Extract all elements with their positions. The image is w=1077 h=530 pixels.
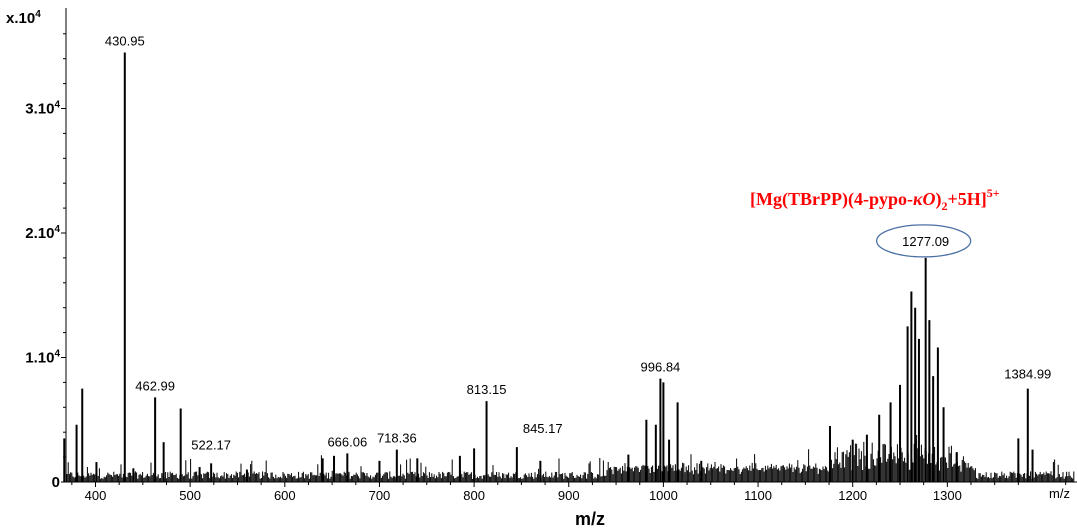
peak-label: 666.06 [327, 434, 367, 449]
peak-highlight-ellipse [876, 224, 972, 258]
y-tick-label: 3.104 [25, 100, 60, 118]
ion-annotation: [Mg(TBrPP)(4-pypo-κO)2+5H]5+ [750, 186, 1000, 213]
x-tick-label: 1100 [744, 488, 772, 503]
x-tick-label: 1300 [933, 488, 962, 503]
ion-annotation-superscript: 5+ [987, 186, 1000, 200]
y-tick-label: 1.104 [25, 349, 60, 367]
x-tick-label: 500 [179, 488, 201, 503]
x-tick-label: 1000 [649, 488, 678, 503]
noise-baseline [66, 435, 1075, 482]
peak-label: 430.95 [105, 33, 145, 48]
peak-labels: 430.95 462.99 522.17 666.06 718.36 813.15 845.… [105, 33, 1051, 452]
x-axis-title: m/z [575, 509, 605, 529]
y-multiplier-exp: 4 [35, 9, 41, 20]
peak-label: 462.99 [135, 378, 175, 393]
y-axis-ticks: 0 1.104 2.104 3.104 [25, 33, 66, 491]
peak-label: 718.36 [377, 431, 417, 446]
peak-label: 996.84 [641, 360, 681, 375]
x-tick-label: 400 [85, 488, 107, 503]
ion-annotation-italic: κO [913, 189, 936, 209]
y-multiplier-label: x.104 [6, 9, 41, 27]
spectrum-trace [63, 52, 1075, 482]
x-tick-label: 800 [463, 488, 485, 503]
y-tick-label: 2.104 [25, 224, 60, 242]
y-tick-label: 0 [52, 474, 60, 491]
ion-annotation-tail: +5H] [948, 189, 987, 209]
x-tick-label: 900 [558, 488, 580, 503]
peak-label: 1384.99 [1004, 367, 1051, 382]
x-tick-label: 700 [369, 488, 391, 503]
peak-label: 1277.09 [902, 234, 949, 249]
ion-annotation-subscript: 2 [942, 199, 948, 213]
peak-label: 522.17 [191, 437, 231, 452]
x-axis-unit-label: m/z [1049, 486, 1070, 501]
x-axis-ticks: 400 500 600 700 800 900 1000 1100 1200 1300 [71, 482, 1067, 503]
ion-annotation-close: ) [936, 189, 942, 210]
ion-annotation-main: [Mg(TBrPP)(4-pypo- [750, 189, 913, 210]
y-multiplier-base: x.10 [6, 10, 35, 27]
peak-label: 813.15 [467, 382, 507, 397]
x-tick-label: 600 [274, 488, 296, 503]
peak-label: 845.17 [523, 421, 563, 436]
x-tick-label: 1200 [838, 488, 867, 503]
